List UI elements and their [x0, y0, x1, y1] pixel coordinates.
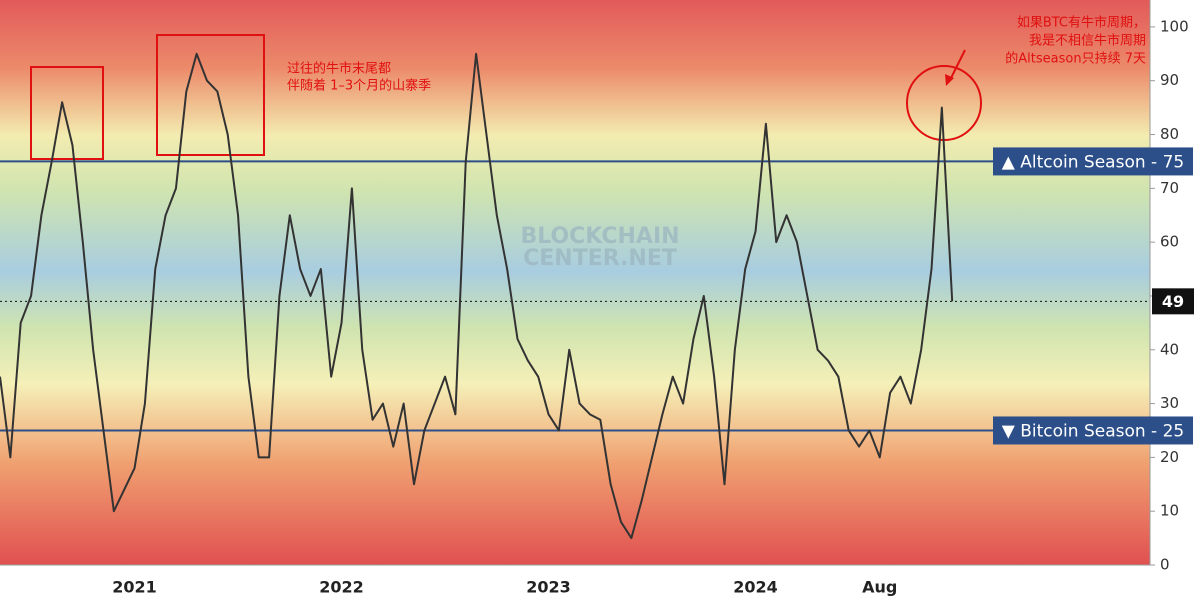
highlight-box — [30, 66, 104, 160]
highlight-box — [156, 34, 265, 156]
reference-label-box — [993, 416, 1193, 445]
annotation: 我是不相信牛市周期 — [1029, 33, 1146, 49]
y-tick-label: 10 — [1160, 502, 1179, 520]
annotation: 的Altseason只持续 7天 — [1005, 51, 1146, 67]
watermark: CENTER.NET — [523, 246, 677, 271]
y-tick-label: 40 — [1160, 340, 1179, 358]
y-tick-label: 100 — [1160, 17, 1189, 35]
annotation: 过往的牛市末尾都 — [287, 61, 391, 77]
y-tick-label: 90 — [1160, 71, 1179, 89]
y-tick-label: 70 — [1160, 179, 1179, 197]
x-tick-label: 2023 — [526, 578, 571, 597]
x-tick-label: Aug — [862, 578, 897, 597]
arrow-head — [945, 74, 954, 86]
y-tick-label: 20 — [1160, 448, 1179, 466]
x-tick-label: 2021 — [112, 578, 157, 597]
annotation: 如果BTC有牛市周期， — [1017, 15, 1146, 31]
reference-label-box — [993, 147, 1193, 176]
x-tick-label: 2024 — [733, 578, 778, 597]
y-tick-label: 30 — [1160, 394, 1179, 412]
plot-background — [0, 0, 1150, 565]
current-label: 49 — [1162, 292, 1184, 311]
y-tick-label: 60 — [1160, 233, 1179, 251]
series-line — [0, 52, 954, 540]
reference-label: ▲ Altcoin Season - 75 — [1002, 152, 1184, 172]
y-tick-label: 0 — [1160, 556, 1170, 574]
arrow — [949, 49, 966, 81]
x-tick-label: 2022 — [319, 578, 364, 597]
watermark: BLOCKCHAIN — [520, 224, 679, 249]
reference-label: ▼ Bitcoin Season - 25 — [1002, 421, 1184, 441]
y-tick-label: 80 — [1160, 125, 1179, 143]
annotation: 伴随着 1–3个月的山寨季 — [287, 78, 431, 94]
current-label-box — [1152, 288, 1194, 315]
